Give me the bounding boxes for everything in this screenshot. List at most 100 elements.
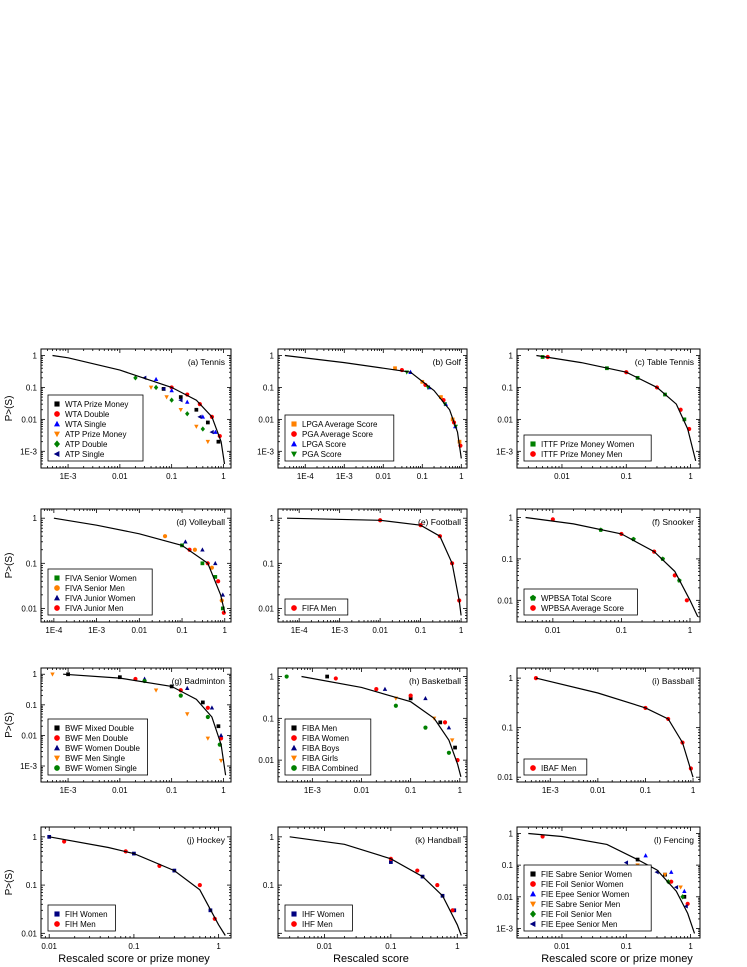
y-tick-label: 1 — [270, 833, 275, 842]
panel-i: 1E-3 0.01 0.1 1 0.01 0.1 1 (i) Bassball IBAF Men — [497, 667, 701, 795]
data-point — [185, 685, 190, 690]
legend-marker — [291, 911, 297, 917]
panel-c: 0.01 0.1 1 1E-3 0.01 0.1 1 (c) Table Tennis ITTF… — [496, 348, 701, 481]
legend-label: WTA Prize Money — [65, 400, 128, 409]
data-point — [374, 687, 379, 692]
x-tick-label: 1E-3 — [88, 626, 105, 635]
legend-label: FIE Foil Senior Men — [541, 910, 612, 919]
legend-label: IBAF Men — [541, 764, 577, 773]
x-tick-label: 0.01 — [590, 786, 606, 795]
data-point — [220, 592, 226, 597]
panel-title: (d) Volleyball — [176, 517, 225, 527]
x-tick-label: 1 — [223, 626, 228, 635]
plot-area — [284, 354, 463, 459]
x-tick-label: 1 — [459, 626, 464, 635]
y-tick-label: 0.01 — [21, 604, 37, 613]
data-point — [393, 366, 397, 371]
panel-title: (a) Tennis — [188, 357, 225, 367]
data-point — [450, 738, 455, 743]
data-point — [213, 429, 218, 434]
legend-marker — [529, 921, 536, 927]
x-tick-label: 1E-4 — [291, 626, 308, 635]
legend-box — [47, 568, 153, 616]
x-tick-label: 0.01 — [554, 942, 570, 951]
data-point — [200, 547, 205, 552]
fit-curve — [286, 517, 462, 616]
data-point — [682, 417, 687, 422]
panel-title: (g) Badminton — [172, 676, 226, 686]
data-point — [435, 882, 440, 888]
legend-marker — [291, 421, 297, 427]
x-tick-label: 1E-3 — [336, 472, 353, 481]
data-point — [153, 688, 159, 693]
legend-marker — [530, 901, 536, 908]
data-point — [382, 686, 388, 691]
plot-area — [284, 674, 462, 777]
data-point — [662, 872, 668, 878]
data-point — [325, 674, 330, 679]
data-point — [680, 894, 685, 900]
data-point — [218, 758, 224, 764]
y-tick-label: 1E-3 — [496, 447, 513, 456]
legend-label: FIBA Combined — [302, 764, 358, 773]
legend-marker — [291, 725, 297, 731]
legend-marker — [530, 441, 536, 447]
legend-marker — [53, 451, 60, 457]
x-tick-label: 0.01 — [375, 472, 391, 481]
legend-label: PGA Score — [302, 450, 342, 459]
panel-title: (c) Table Tennis — [635, 357, 694, 367]
data-point — [438, 720, 443, 725]
legend-marker — [54, 765, 60, 771]
legend-label: FIVA Senior Women — [65, 574, 137, 583]
data-point — [133, 375, 138, 381]
data-point — [205, 705, 210, 710]
x-axis-label-col-3: Rescaled score or prize money — [541, 953, 693, 965]
x-tick-label: 1 — [688, 472, 693, 481]
legend-label: BWF Women Double — [65, 744, 141, 753]
legend-marker — [530, 890, 536, 897]
data-point — [162, 534, 168, 539]
legend-label: WTA Double — [65, 410, 110, 419]
plot-frame — [516, 348, 701, 469]
x-tick-label: 1 — [221, 472, 226, 481]
legend-label: FIBA Boys — [302, 744, 339, 753]
data-point — [197, 414, 202, 420]
data-point — [408, 696, 413, 701]
data-point — [216, 439, 221, 444]
legend-label: ITTF Prize Money Men — [541, 450, 622, 459]
legend-label: ATP Single — [65, 450, 105, 459]
legend-marker — [291, 451, 297, 458]
legend-box — [47, 904, 116, 932]
data-point — [213, 560, 218, 566]
data-point — [209, 429, 214, 435]
legend-marker — [530, 910, 536, 918]
y-tick-label: 0.01 — [258, 756, 274, 765]
legend-marker — [529, 594, 537, 601]
legend-marker — [530, 765, 536, 771]
data-point — [200, 561, 205, 566]
y-axis-label: P>(S) — [4, 870, 15, 896]
legend-marker — [54, 744, 60, 751]
x-tick-label: 1E-3 — [331, 626, 348, 635]
legend-label: ATP Double — [65, 440, 108, 449]
plot-frame — [277, 826, 468, 939]
y-tick-label: 0.01 — [497, 596, 513, 605]
data-point — [540, 834, 545, 839]
legend-marker — [54, 401, 60, 407]
legend-marker — [291, 735, 297, 741]
x-tick-label: 0.01 — [112, 472, 128, 481]
legend-box — [284, 904, 353, 932]
x-tick-label: 0.1 — [166, 472, 178, 481]
x-tick-label: 1E-3 — [304, 786, 321, 795]
fit-curve — [53, 517, 226, 613]
legend-box — [523, 434, 652, 462]
legend-marker — [54, 431, 60, 438]
data-point — [185, 399, 190, 404]
y-tick-label: 0.1 — [502, 555, 514, 564]
legend-label: ITTF Prize Money Women — [541, 440, 634, 449]
x-tick-label: 0.1 — [415, 626, 427, 635]
data-point — [216, 724, 221, 729]
